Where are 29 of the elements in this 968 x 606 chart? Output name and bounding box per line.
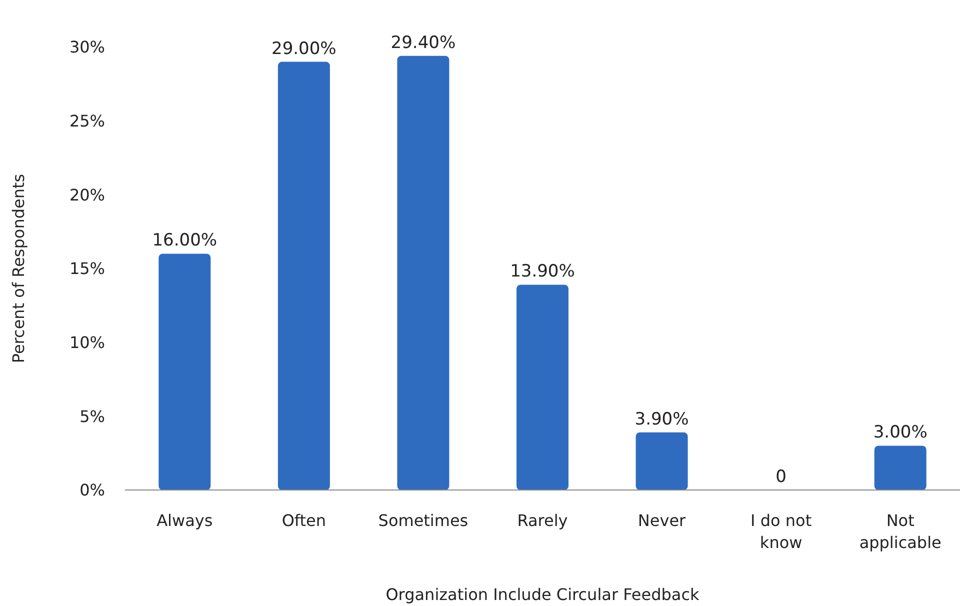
data-label: 0 <box>776 467 786 487</box>
bar <box>397 56 450 490</box>
y-tick-label: 15% <box>69 259 105 278</box>
y-tick-label: 10% <box>69 332 105 352</box>
data-label: 16.00% <box>152 230 218 251</box>
x-axis-title: Organization Include Circular Feedback <box>386 585 700 604</box>
y-tick-label: 0% <box>80 480 105 500</box>
bar <box>516 284 568 490</box>
x-tick-label: Always <box>156 511 213 530</box>
bar <box>636 432 688 490</box>
x-tick-label: Sometimes <box>378 511 468 530</box>
x-tick-label: Often <box>282 511 326 530</box>
bar <box>158 254 211 490</box>
x-tick-label: Rarely <box>517 511 568 530</box>
bar <box>874 446 926 490</box>
y-tick-label: 25% <box>69 111 105 130</box>
x-tick-label: Never <box>638 511 686 530</box>
bar <box>278 62 330 490</box>
y-tick-label: 30% <box>69 38 105 57</box>
data-label: 29.00% <box>272 38 336 59</box>
x-tick-label: I do not know <box>750 511 812 552</box>
y-axis-title: Percent of Respondents <box>9 174 28 364</box>
data-label: 3.00% <box>873 422 928 443</box>
data-label: 3.90% <box>634 409 689 430</box>
data-label: 13.90% <box>510 262 575 282</box>
y-tick-label: 5% <box>80 406 105 426</box>
x-tick-label: Not applicable <box>859 511 942 552</box>
data-label: 29.40% <box>390 32 456 53</box>
y-tick-label: 20% <box>69 185 105 204</box>
